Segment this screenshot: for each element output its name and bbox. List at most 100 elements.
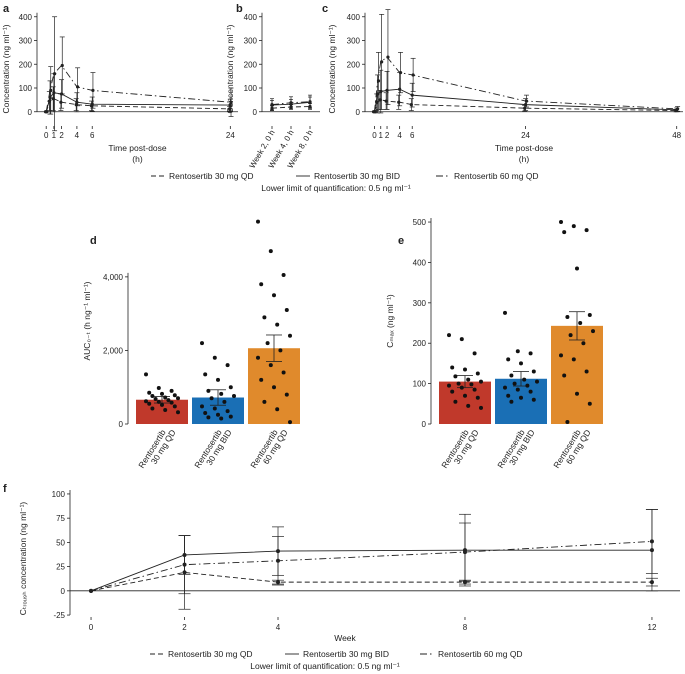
- panel-a-x-tick-label: 2: [59, 131, 64, 140]
- panel-d-subject-point: [206, 415, 211, 420]
- panel-d-subject-point: [275, 322, 280, 327]
- panel-d-subject-point: [160, 402, 164, 407]
- panel-d-subject-point: [262, 399, 267, 404]
- panel-e-subject-point: [515, 387, 520, 392]
- panel-f-y-tick-label: 75: [56, 514, 65, 523]
- panel-e-subject-point: [506, 393, 511, 398]
- panel-d-subject-point: [216, 377, 220, 382]
- panel-d-subject-point: [281, 370, 286, 375]
- panel-e-y-tick-label: 500: [413, 218, 427, 227]
- panel-c-y-axis-label: Concentration (ng ml⁻¹): [327, 24, 337, 113]
- panel-d-subject-point: [275, 407, 280, 412]
- legend-label: Rentosertib 30 mg QD: [169, 171, 254, 181]
- panel-d-subject-point: [228, 385, 233, 390]
- panel-e-subject-point: [463, 393, 467, 398]
- panel-e-subject-point: [459, 385, 464, 390]
- panel-d-subject-point: [268, 249, 273, 254]
- panel-a-x-tick-label: 4: [75, 131, 80, 140]
- panel-e-subject-point: [578, 321, 583, 326]
- panel-label-f: f: [3, 483, 7, 495]
- legend-label: Rentosertib 30 mg BID: [303, 649, 389, 659]
- panel-f-y-tick-label: -25: [53, 611, 65, 620]
- panel-e-subject-point: [565, 419, 570, 424]
- panel-d-subject-point: [232, 394, 236, 399]
- panel-a-y-tick-label: 300: [19, 37, 33, 46]
- panel-d-subject-point: [219, 416, 224, 421]
- panel-d-subject-point: [225, 363, 230, 368]
- panel-d-subject-point: [284, 307, 289, 312]
- panel-d-subject-point: [176, 396, 180, 401]
- panel-c-x-tick-label: 6: [410, 131, 415, 140]
- panel-e-subject-point: [581, 341, 586, 346]
- panel-f-y-axis-label: Cₜᵣₒᵤ₉ₕ concentration (ng ml⁻¹): [18, 502, 28, 616]
- panel-d-subject-point: [150, 406, 155, 411]
- panel-e-subject-point: [447, 383, 451, 388]
- panel-e-subject-point: [469, 382, 474, 387]
- panel-c-x-tick-label: 48: [672, 131, 681, 140]
- panel-d-subject-point: [147, 401, 152, 406]
- panel-c-x-tick-label: 2: [385, 131, 390, 140]
- panel-f-data-point: [462, 550, 467, 555]
- panel-f-x-tick-label: 0: [89, 623, 94, 632]
- panel-d-subject-point: [172, 404, 177, 409]
- panel-e-y-tick-label: 400: [413, 258, 427, 267]
- panel-d-subject-point: [268, 363, 273, 368]
- panel-d-subject-point: [163, 395, 168, 400]
- panel-e-subject-point: [463, 367, 467, 372]
- panel-label-b: b: [236, 3, 243, 15]
- panel-f-x-tick-label: 2: [182, 623, 187, 632]
- panel-d-subject-point: [156, 399, 161, 404]
- panel-b-y-tick-label: 400: [244, 13, 258, 22]
- panel-d-subject-point: [288, 333, 292, 338]
- panel-d-subject-point: [225, 409, 230, 414]
- panel-a-y-tick-label: 400: [19, 13, 33, 22]
- panel-e-subject-point: [562, 230, 567, 235]
- panel-f-x-axis-label: Week: [334, 633, 356, 643]
- panel-a-data-point: [75, 100, 79, 104]
- panel-c-data-point: [524, 99, 529, 103]
- panel-d-subject-point: [169, 388, 174, 393]
- panel-e-subject-point: [587, 312, 592, 317]
- panel-e-subject-point: [515, 349, 520, 354]
- panel-e-y-tick-label: 300: [413, 299, 427, 308]
- panel-b-data-point: [308, 100, 312, 104]
- panel-a-x-tick-label: 0: [44, 131, 49, 140]
- panel-e-subject-point: [568, 333, 573, 338]
- panel-c-data-point: [398, 70, 403, 75]
- panel-f-y-tick-label: 25: [56, 563, 65, 572]
- panel-a-data-point: [59, 100, 63, 104]
- panel-label-c: c: [322, 3, 328, 15]
- panel-e-subject-point: [559, 353, 563, 358]
- panel-c-data-point: [386, 55, 390, 59]
- panel-d-subject-point: [212, 406, 217, 411]
- panel-e-subject-point: [591, 329, 595, 334]
- panel-d-subject-point: [209, 396, 214, 401]
- panel-e-subject-point: [562, 373, 567, 378]
- panel-c-x-tick-label: 1: [379, 131, 384, 140]
- panel-a-x-axis-label: Time post-dose: [108, 143, 167, 153]
- panel-d-subject-point: [153, 396, 158, 401]
- legend-label: Rentosertib 30 mg BID: [314, 171, 400, 181]
- panel-e-y-axis-label: Cₘₐₓ (ng ml⁻¹): [385, 294, 395, 348]
- panel-e-subject-point: [565, 314, 570, 319]
- panel-c-data-point: [373, 110, 377, 114]
- panel-c-y-tick-label: 400: [347, 13, 361, 22]
- panel-d-subject-point: [172, 393, 177, 398]
- panel-a-data-point: [229, 100, 233, 104]
- panel-d-subject-point: [147, 390, 152, 395]
- panel-e-subject-point: [453, 399, 458, 404]
- panel-c-x-tick-label: 0: [372, 131, 377, 140]
- panel-c-data-point: [411, 73, 415, 77]
- panel-b-y-tick-label: 0: [253, 108, 258, 117]
- panel-d-subject-point: [200, 404, 204, 409]
- panel-label-e: e: [398, 235, 404, 247]
- panel-a-x-tick-label: 24: [226, 131, 235, 140]
- panel-e-subject-point: [472, 351, 477, 356]
- panel-e-subject-point: [466, 377, 471, 382]
- legend-lloq-note: Lower limit of quantification: 0.5 ng ml…: [250, 661, 400, 671]
- panel-d-subject-point: [160, 391, 164, 396]
- panel-d-subject-point: [278, 348, 283, 353]
- legend-top: Rentosertib 30 mg QD Rentosertib 30 mg BI…: [151, 171, 539, 193]
- panel-e-y-tick-label: 100: [413, 380, 427, 389]
- panel-e-subject-point: [584, 369, 589, 374]
